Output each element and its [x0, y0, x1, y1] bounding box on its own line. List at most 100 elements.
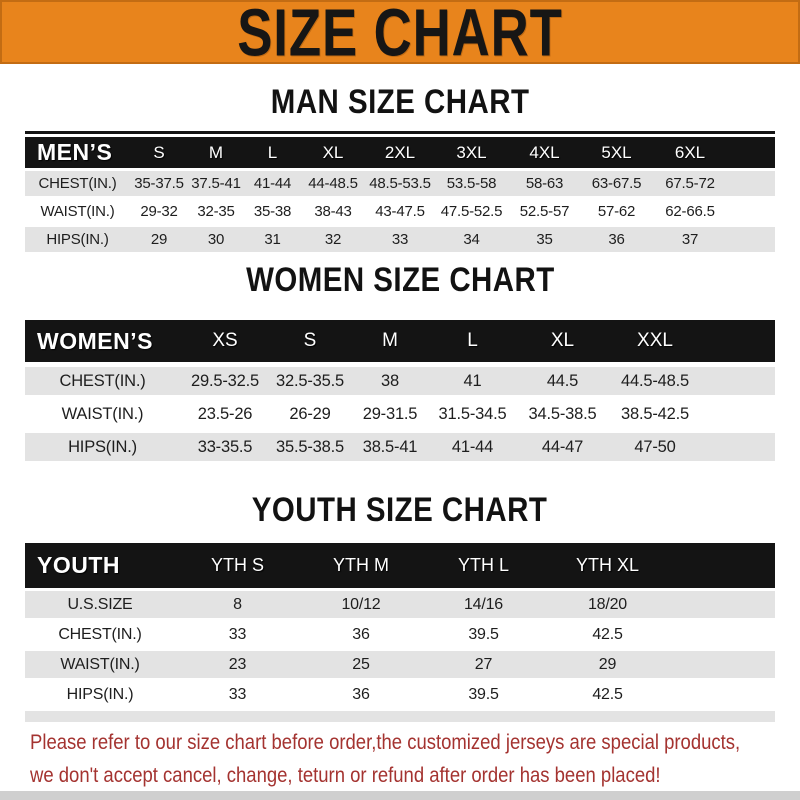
column-header: XS: [212, 330, 238, 351]
table-cell: 36: [352, 625, 370, 643]
column-header: M: [382, 330, 398, 351]
table-cell: 38: [381, 371, 399, 390]
table-cell: 62-66.5: [665, 203, 715, 220]
table-cell: 36: [608, 231, 625, 248]
column-header: YTH XL: [575, 555, 640, 575]
table-header-row: MEN’S S M L XL 2XL 3XL 4XL 5XL 6XL: [25, 137, 775, 168]
column-header: 5XL: [601, 142, 632, 162]
row-label: WAIST(IN.): [60, 655, 140, 673]
table-cell: 29.5-32.5: [191, 371, 259, 390]
table-cell: 33: [391, 231, 409, 248]
table-cell: 41-44: [451, 437, 494, 456]
row-label: WAIST(IN.): [40, 203, 115, 220]
disclaimer-line-1: Please refer to our size chart before or…: [30, 730, 741, 754]
table-cell: 42.5: [592, 625, 623, 643]
row-label: HIPS(IN.): [68, 437, 137, 456]
table-cell: 52.5-57: [519, 203, 570, 220]
column-header: S: [303, 330, 317, 351]
row-label: CHEST(IN.): [38, 175, 117, 192]
column-header: 2XL: [384, 142, 416, 162]
table-row: HIPS(IN.) 33 36 39.5 42.5: [25, 681, 775, 708]
table-cell: 8: [233, 595, 242, 613]
table-cell: 44-48.5: [308, 175, 358, 192]
row-label: WAIST(IN.): [61, 404, 144, 423]
youth-size-chart-heading: YOUTH SIZE CHART: [0, 490, 800, 534]
table-cell: 44-47: [541, 437, 584, 456]
table-cell: 63-67.5: [591, 175, 642, 192]
table-cell: 33: [228, 625, 247, 643]
table-row: CHEST(IN.) 33 36 39.5 42.5: [25, 621, 775, 648]
table-cell: 32: [324, 231, 342, 248]
page-title: SIZE CHART: [237, 0, 563, 70]
table-cell: 58-63: [525, 175, 564, 192]
table-cell: 44.5-48.5: [621, 371, 689, 390]
bottom-divider: [0, 791, 800, 800]
table-cell: 29: [150, 231, 168, 248]
column-header: 3XL: [456, 142, 487, 162]
women-size-chart-heading-text: WOMEN SIZE CHART: [245, 260, 555, 299]
table-group-label: WOMEN’S: [37, 327, 153, 354]
table-cell: 41: [463, 371, 482, 390]
table-cell: 26-29: [289, 404, 331, 423]
table-row: WAIST(IN.) 23 25 27 29: [25, 651, 775, 678]
table-cell: 29-31.5: [362, 404, 418, 423]
table-row: CHEST(IN.) 29.5-32.5 32.5-35.5 38 41 44.5 44.5…: [25, 367, 775, 395]
table-cell: 39.5: [468, 625, 499, 643]
table-row: U.S.SIZE 8 10/12 14/16 18/20: [25, 591, 775, 618]
table-cell: 38-43: [314, 203, 352, 220]
table-row: CHEST(IN.) 35-37.5 37.5-41 41-44 44-48.5 48.5…: [25, 171, 775, 196]
table-cell: 43-47.5: [375, 203, 425, 220]
table-cell: 31: [264, 231, 281, 248]
table-cell: 29: [598, 655, 617, 673]
row-label: U.S.SIZE: [67, 595, 133, 613]
row-label: CHEST(IN.): [59, 371, 146, 390]
column-header: 6XL: [674, 142, 706, 162]
women-size-chart-heading: WOMEN SIZE CHART: [0, 260, 800, 304]
table-cell: 42.5: [592, 685, 623, 703]
table-cell: 39.5: [468, 685, 499, 703]
row-label: HIPS(IN.): [66, 685, 134, 703]
table-cell: 44.5: [546, 371, 579, 390]
table-cell: 33-35.5: [197, 437, 253, 456]
column-header: XXL: [637, 330, 673, 351]
table-cell: 34.5-38.5: [528, 404, 597, 423]
table-row: HIPS(IN.) 33-35.5 35.5-38.5 38.5-41 41-44 44-…: [25, 433, 775, 461]
table-group-label: YOUTH: [37, 552, 120, 578]
table-cell: 14/16: [463, 595, 504, 613]
table-cell: 23: [228, 655, 247, 673]
table-cell: 38.5-42.5: [621, 404, 689, 423]
youth-size-chart-heading-text: YOUTH SIZE CHART: [252, 490, 548, 529]
table-cell: 10/12: [341, 595, 381, 613]
table-header-row: YOUTH YTH S YTH M YTH L YTH XL: [25, 543, 775, 588]
man-size-chart-heading: MAN SIZE CHART: [0, 82, 800, 126]
table-cell: 47.5-52.5: [440, 203, 503, 220]
table-row: HIPS(IN.) 29 30 31 32 33 34 35 36 37: [25, 227, 775, 252]
table-cell: 37.5-41: [191, 175, 241, 192]
column-header: L: [467, 330, 478, 351]
table-cell: 35-38: [253, 203, 292, 220]
column-header: YTH S: [210, 555, 264, 575]
column-header: 4XL: [529, 142, 560, 162]
table-cell: 30: [207, 231, 225, 248]
table-cell: 57-62: [597, 203, 636, 220]
column-header: M: [208, 142, 224, 162]
row-label: HIPS(IN.): [46, 231, 109, 248]
table-cell: 18/20: [587, 595, 628, 613]
column-header: XL: [550, 330, 575, 351]
table-row: WAIST(IN.) 23.5-26 26-29 29-31.5 31.5-34.5 34…: [25, 400, 775, 428]
column-header: YTH M: [333, 555, 389, 575]
size-chart-banner: SIZE CHART: [0, 0, 800, 70]
table-cell: 53.5-58: [446, 175, 497, 192]
table-cell: 25: [352, 655, 370, 673]
table-row: WAIST(IN.) 29-32 32-35 35-38 38-43 43-47.5 47.…: [25, 199, 775, 224]
table-cell: 41-44: [253, 175, 292, 192]
table-cell: 31.5-34.5: [438, 404, 507, 423]
table-cell: 32-35: [197, 203, 235, 220]
women-size-table: WOMEN’S XS S M L XL XXL CHEST(IN.) 29.5-32.5 32.5…: [25, 320, 775, 461]
man-size-chart-heading-text: MAN SIZE CHART: [270, 82, 530, 121]
table-cell: 27: [474, 655, 493, 673]
table-cell: 36: [352, 685, 370, 703]
men-size-table: MEN’S S M L XL 2XL 3XL 4XL 5XL 6XL CHEST(IN.) 35-37…: [25, 131, 775, 252]
disclaimer-line-2: we don't accept cancel, change, teturn o…: [30, 763, 661, 787]
